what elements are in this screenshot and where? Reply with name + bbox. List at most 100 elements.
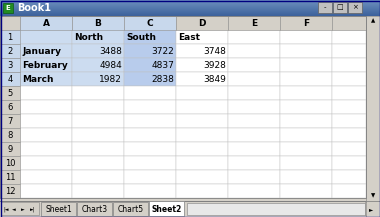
Bar bbox=[176, 72, 228, 86]
Bar bbox=[280, 170, 332, 184]
Text: -: - bbox=[324, 5, 326, 10]
Bar bbox=[228, 128, 280, 142]
Bar bbox=[280, 72, 332, 86]
Text: 6: 6 bbox=[7, 102, 13, 112]
Bar bbox=[0, 114, 20, 128]
Text: January: January bbox=[22, 46, 61, 56]
Bar bbox=[72, 156, 124, 170]
Bar bbox=[0, 15, 380, 16]
Bar bbox=[113, 202, 148, 216]
Bar bbox=[280, 58, 332, 72]
Bar bbox=[228, 114, 280, 128]
Bar bbox=[176, 16, 228, 30]
Text: ▲: ▲ bbox=[371, 18, 375, 23]
Bar bbox=[0, 10, 380, 11]
Text: D: D bbox=[198, 18, 206, 28]
Bar bbox=[20, 72, 72, 86]
Text: ►: ► bbox=[21, 207, 25, 212]
Bar bbox=[0, 201, 380, 202]
Text: 3488: 3488 bbox=[99, 46, 122, 56]
Bar bbox=[124, 44, 176, 58]
Bar bbox=[124, 128, 176, 142]
Bar bbox=[124, 16, 176, 30]
Bar bbox=[176, 170, 228, 184]
Text: E: E bbox=[251, 18, 257, 28]
Bar bbox=[176, 128, 228, 142]
Bar bbox=[332, 184, 366, 198]
Bar bbox=[228, 156, 280, 170]
Bar bbox=[228, 142, 280, 156]
Bar bbox=[348, 2, 362, 13]
Text: 2838: 2838 bbox=[151, 74, 174, 84]
Text: 9: 9 bbox=[7, 145, 13, 153]
Bar bbox=[124, 86, 176, 100]
Text: 4: 4 bbox=[7, 74, 13, 84]
Bar bbox=[0, 156, 20, 170]
Bar bbox=[20, 142, 72, 156]
Bar bbox=[228, 30, 280, 44]
Bar bbox=[0, 5, 380, 6]
Text: □: □ bbox=[337, 5, 343, 10]
Text: South: South bbox=[126, 33, 156, 41]
Bar bbox=[332, 44, 366, 58]
Bar bbox=[0, 184, 20, 198]
Bar bbox=[0, 13, 380, 14]
Text: F: F bbox=[303, 18, 309, 28]
Bar bbox=[0, 8, 380, 9]
Text: Book1: Book1 bbox=[17, 3, 51, 13]
Bar bbox=[124, 114, 176, 128]
Text: 12: 12 bbox=[5, 186, 15, 196]
Bar bbox=[280, 86, 332, 100]
Bar bbox=[228, 184, 280, 198]
Bar bbox=[20, 170, 72, 184]
Bar bbox=[176, 100, 228, 114]
Bar bbox=[20, 16, 72, 30]
Bar bbox=[0, 14, 380, 15]
Bar bbox=[0, 170, 20, 184]
Bar bbox=[0, 16, 366, 198]
Text: 4984: 4984 bbox=[99, 61, 122, 69]
Bar bbox=[0, 2, 380, 3]
Text: 3748: 3748 bbox=[203, 46, 226, 56]
Bar bbox=[280, 16, 332, 30]
Text: 1: 1 bbox=[7, 33, 13, 41]
Bar bbox=[0, 86, 20, 100]
Bar bbox=[0, 72, 20, 86]
Text: ×: × bbox=[352, 5, 358, 10]
Bar bbox=[0, 3, 380, 4]
Bar bbox=[332, 156, 366, 170]
Bar bbox=[0, 100, 20, 114]
Bar bbox=[0, 6, 380, 7]
Text: 3722: 3722 bbox=[151, 46, 174, 56]
Bar bbox=[187, 203, 365, 215]
Bar bbox=[20, 114, 72, 128]
Bar bbox=[0, 0, 380, 1]
Text: Sheet2: Sheet2 bbox=[151, 205, 182, 214]
Text: 7: 7 bbox=[7, 117, 13, 125]
Bar bbox=[333, 2, 347, 13]
Text: Sheet1: Sheet1 bbox=[45, 205, 72, 214]
Bar bbox=[332, 142, 366, 156]
Text: 5: 5 bbox=[7, 89, 13, 97]
Bar bbox=[0, 201, 380, 217]
Bar bbox=[124, 30, 176, 44]
Bar bbox=[332, 72, 366, 86]
Text: ►: ► bbox=[369, 207, 374, 212]
Bar bbox=[0, 7, 380, 8]
Bar bbox=[365, 202, 378, 215]
Bar bbox=[366, 201, 380, 217]
Bar bbox=[176, 30, 228, 44]
Bar bbox=[0, 128, 20, 142]
Bar bbox=[0, 11, 380, 12]
Bar bbox=[176, 44, 228, 58]
Text: 3849: 3849 bbox=[203, 74, 226, 84]
Text: Chart5: Chart5 bbox=[117, 205, 144, 214]
Bar bbox=[72, 100, 124, 114]
Bar bbox=[124, 156, 176, 170]
Bar bbox=[20, 128, 72, 142]
Bar bbox=[0, 4, 380, 5]
Bar bbox=[3, 3, 13, 13]
Bar bbox=[228, 58, 280, 72]
Bar bbox=[1, 202, 39, 215]
Bar bbox=[0, 9, 380, 10]
